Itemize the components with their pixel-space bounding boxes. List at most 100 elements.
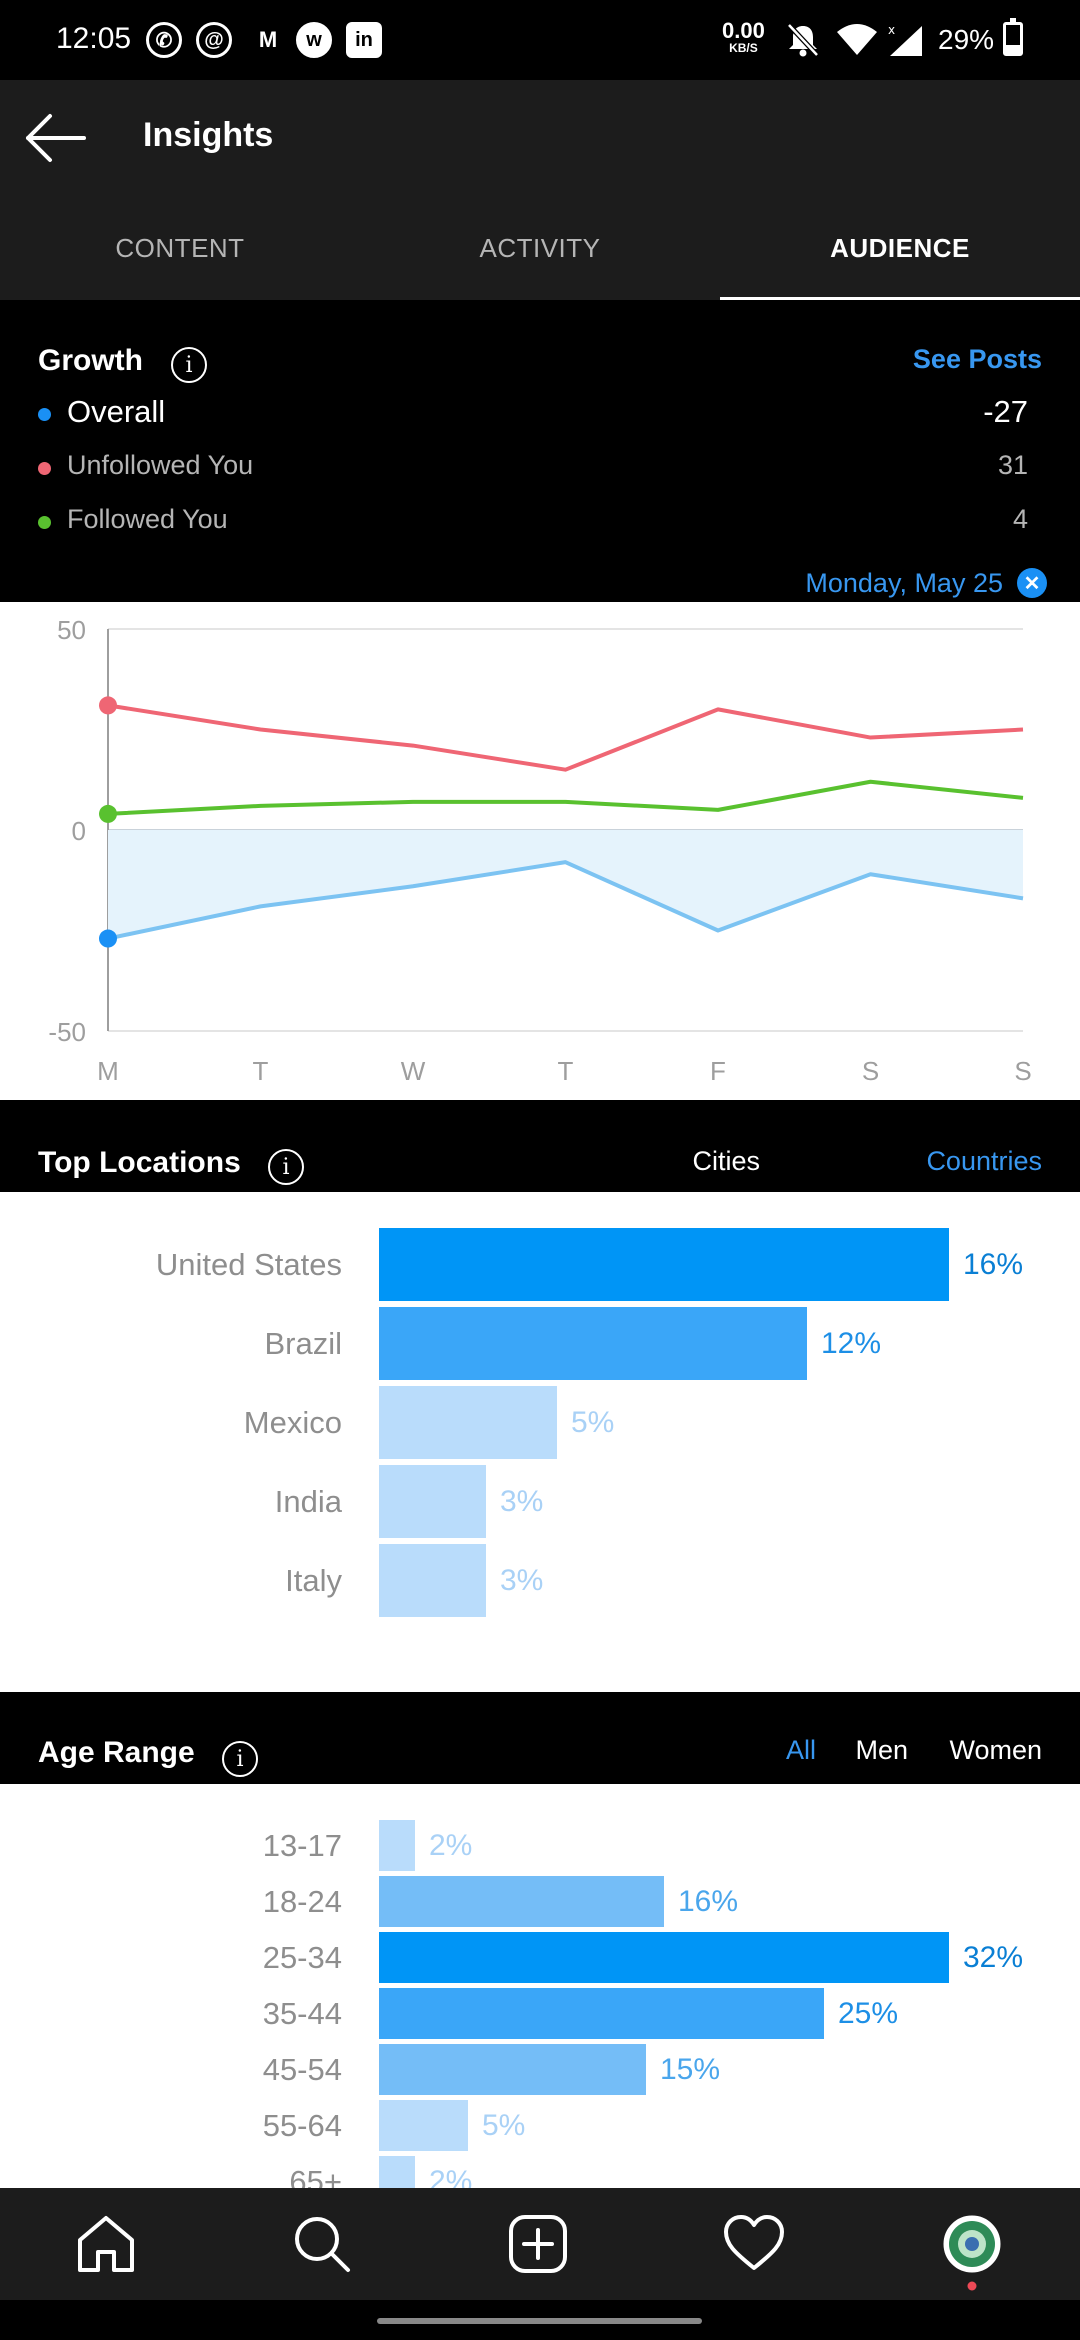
bar-value: 12%: [821, 1326, 882, 1360]
page-title: Insights: [143, 116, 274, 154]
battery-icon: [1003, 18, 1023, 56]
bar-row: United States 16%: [0, 1228, 1080, 1301]
bar: [379, 1820, 415, 1871]
x-tick-label: M: [97, 1056, 119, 1086]
bar-label: 18-24: [262, 1883, 342, 1919]
legend-unfollowed: Unfollowed You 31: [38, 448, 1028, 488]
home-indicator[interactable]: [377, 2318, 702, 2324]
tab-content[interactable]: CONTENT: [115, 232, 245, 263]
bar-value: 3%: [500, 1563, 544, 1597]
age-range-header: Age Range i All Men Women: [0, 1692, 1080, 1784]
unfollowed-dot: [38, 462, 51, 475]
bar: [379, 1307, 807, 1380]
y-tick-label: 0: [72, 816, 86, 846]
toggle-men[interactable]: Men: [855, 1735, 908, 1765]
bar-row: 55-64 5%: [0, 2100, 1080, 2151]
bar-value: 15%: [660, 2052, 721, 2086]
age-range-info-icon[interactable]: i: [222, 1741, 258, 1777]
selected-point-unfollowed-you: [99, 696, 117, 715]
bar-row: India 3%: [0, 1465, 1080, 1538]
bar-value: 2%: [429, 1828, 473, 1862]
bar-label: India: [274, 1483, 342, 1519]
status-bar: 12:05 ✆ @ M w in 0.00 KB/S x 29%: [0, 0, 1080, 80]
signal-icon: x: [888, 23, 922, 56]
top-locations-chart: United States 16% Brazil 12% Mexico 5% India 3%…: [0, 1192, 1080, 1692]
selected-date: Monday, May 25: [805, 567, 1003, 598]
bar-value: 16%: [678, 1884, 739, 1918]
heart-icon[interactable]: [722, 2212, 786, 2276]
overall-value: -27: [983, 394, 1028, 429]
legend-overall: Overall -27: [38, 394, 1028, 434]
bar-label: 55-64: [262, 2107, 342, 2143]
unfollowed-label: Unfollowed You: [67, 450, 254, 480]
growth-title: Growth: [38, 344, 143, 377]
top-locations-info-icon[interactable]: i: [268, 1149, 304, 1185]
followed-label: Followed You: [67, 504, 228, 534]
bar-value: 5%: [482, 2108, 526, 2142]
toggle-countries[interactable]: Countries: [926, 1146, 1042, 1176]
bar-label: United States: [155, 1246, 342, 1282]
toggle-women[interactable]: Women: [949, 1735, 1042, 1765]
bar-label: 35-44: [262, 1995, 342, 2031]
bar: [379, 1228, 949, 1301]
status-time: 12:05: [56, 22, 132, 55]
wifi-icon: [837, 24, 877, 55]
see-posts-link[interactable]: See Posts: [912, 344, 1042, 374]
new-post-icon[interactable]: [506, 2212, 570, 2276]
bar-label: 45-54: [262, 2051, 342, 2087]
bar-label: 65+: [289, 2163, 342, 2189]
series-line-unfollowed-you: [107, 703, 1024, 772]
home-icon[interactable]: [74, 2212, 138, 2276]
selected-point-overall: [99, 929, 117, 948]
bell-muted-icon: [787, 23, 819, 57]
bar-value: 25%: [838, 1996, 899, 2030]
growth-section: Growth i See Posts Overall -27 Unfollowe…: [0, 300, 1080, 602]
y-tick-label: -50: [48, 1017, 86, 1047]
bar-label: 25-34: [262, 1939, 342, 1975]
bar: [379, 2044, 646, 2095]
selected-date-chip: Monday, May 25 ✕: [805, 566, 1047, 600]
bar-label: 13-17: [262, 1827, 342, 1863]
bottom-navigation: [0, 2188, 1080, 2300]
back-arrow-icon[interactable]: [20, 108, 92, 168]
series-line-followed-you: [107, 779, 1024, 816]
bar-row: 18-24 16%: [0, 1876, 1080, 1927]
growth-info-icon[interactable]: i: [171, 347, 207, 383]
bar-value: 3%: [500, 1484, 544, 1518]
bar: [379, 1932, 949, 1983]
x-tick-label: F: [710, 1056, 726, 1086]
toggle-all[interactable]: All: [785, 1735, 816, 1765]
selected-point-followed-you: [99, 804, 117, 823]
x-tick-label: W: [401, 1056, 426, 1086]
followed-dot: [38, 516, 51, 529]
bar-row: 13-17 2%: [0, 1820, 1080, 1871]
at-icon: @: [196, 22, 232, 58]
bar: [379, 1988, 824, 2039]
bar-row: 45-54 15%: [0, 2044, 1080, 2095]
search-icon[interactable]: [290, 2212, 354, 2276]
bar-value: 32%: [963, 1940, 1024, 1974]
top-locations-title: Top Locations: [38, 1146, 241, 1179]
tab-activity[interactable]: ACTIVITY: [479, 232, 601, 263]
growth-chart: 50 0 -50 M T W T F S S: [0, 602, 1080, 1100]
bar: [379, 1465, 486, 1538]
growth-line-chart[interactable]: 50 0 -50 M T W T F S S: [0, 602, 1080, 1100]
bar-value: 5%: [571, 1405, 615, 1439]
bar: [379, 2156, 415, 2188]
bar-row: Italy 3%: [0, 1544, 1080, 1617]
clear-date-icon[interactable]: ✕: [1017, 568, 1047, 598]
app-header: Insights: [0, 80, 1080, 196]
toggle-cities[interactable]: Cities: [692, 1146, 760, 1176]
x-tick-label: T: [558, 1056, 574, 1086]
overall-area: [108, 830, 1023, 939]
wattpad-icon: w: [296, 22, 332, 58]
bar-value: 2%: [429, 2164, 473, 2189]
tab-audience[interactable]: AUDIENCE: [720, 196, 1080, 300]
x-tick-label: S: [1014, 1056, 1031, 1086]
age-range-title: Age Range: [38, 1736, 195, 1769]
profile-avatar[interactable]: [940, 2212, 1004, 2292]
svg-text:x: x: [888, 23, 895, 37]
overall-dot: [38, 408, 51, 421]
y-tick-label: 50: [57, 615, 86, 645]
series-line-overall: [107, 860, 1024, 941]
